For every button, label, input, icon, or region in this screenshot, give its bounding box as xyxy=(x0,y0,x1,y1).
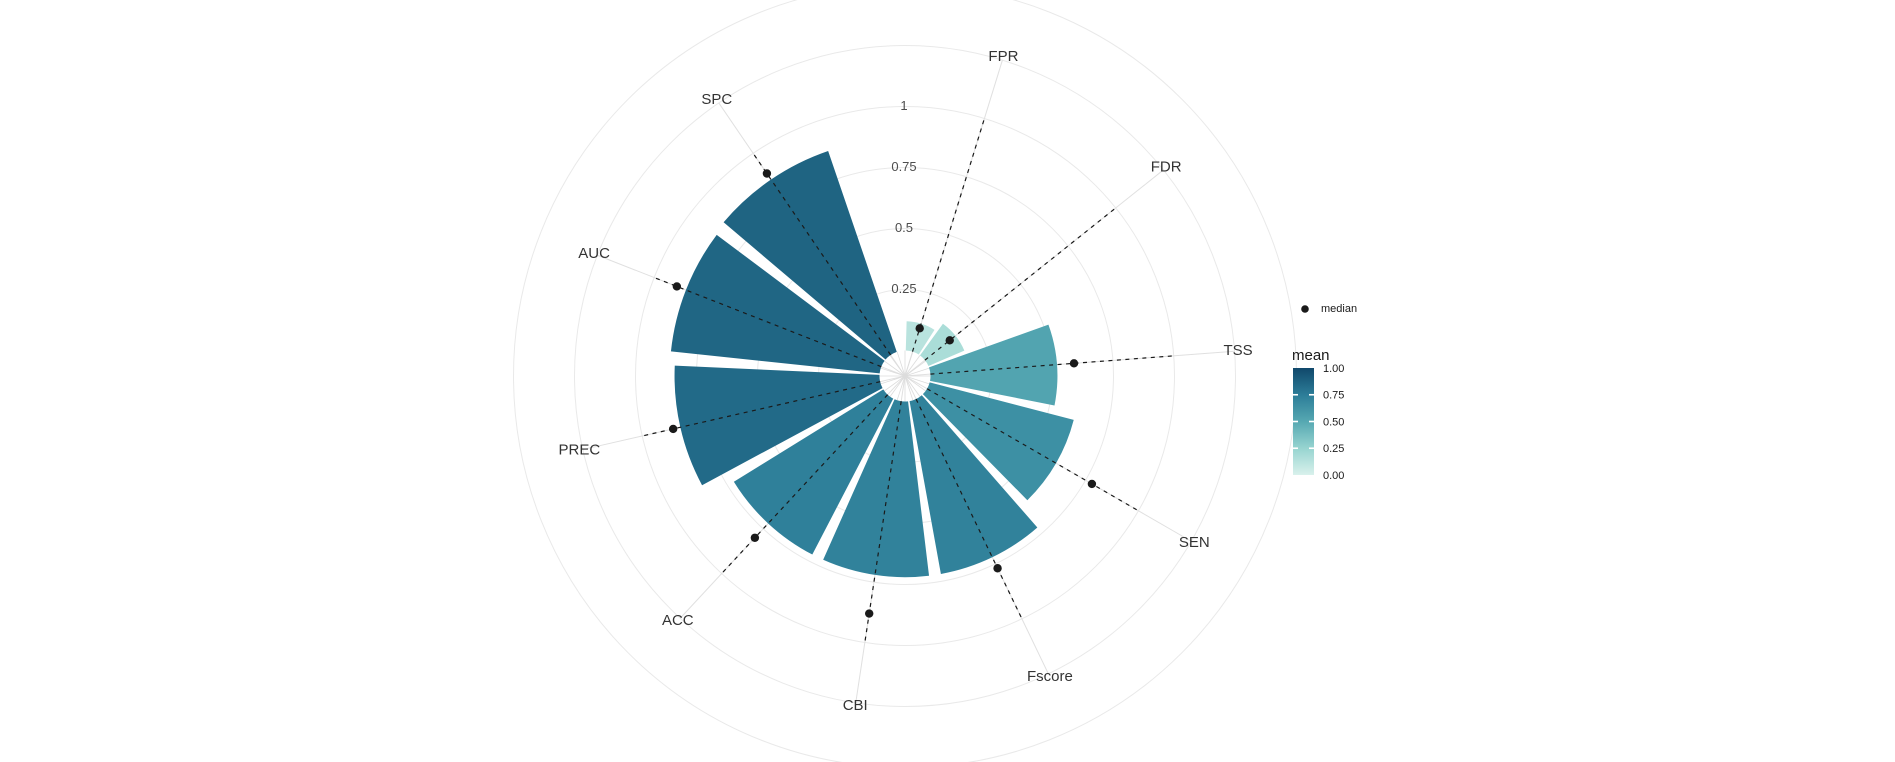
hole-spoke xyxy=(896,351,906,377)
hole-spoke xyxy=(904,375,926,392)
median-guide-line-Fscore xyxy=(915,398,1023,620)
category-label-TSS: TSS xyxy=(1223,342,1252,359)
median-dot-Fscore xyxy=(993,564,1002,573)
category-label-SEN: SEN xyxy=(1179,534,1210,551)
legend-median-label: median xyxy=(1321,303,1357,315)
bar-AUC xyxy=(670,234,885,374)
hole-spoke xyxy=(904,351,914,377)
legend-colorbar-label-0.75: 0.75 xyxy=(1323,390,1344,402)
legend-colorbar-tick xyxy=(1293,447,1298,450)
polar-grid-circle-1.25 xyxy=(574,45,1236,707)
hole-spoke xyxy=(904,375,921,397)
radial-tick-label-1: 1 xyxy=(900,98,907,113)
median-guide-line-AUC xyxy=(653,276,882,368)
median-dot-SEN xyxy=(1087,479,1097,489)
category-label-FPR: FPR xyxy=(988,48,1018,65)
category-label-SPC: SPC xyxy=(701,91,732,108)
median-guide-line-CBI xyxy=(864,401,902,643)
category-label-CBI: CBI xyxy=(843,697,868,714)
median-dot-FDR xyxy=(945,336,954,345)
hole-spoke xyxy=(880,367,906,377)
bar-ACC xyxy=(733,389,894,555)
bar-PREC xyxy=(674,365,883,486)
hole-spoke xyxy=(904,375,914,401)
category-label-ACC: ACC xyxy=(662,612,694,629)
hole-spoke xyxy=(889,375,906,397)
median-guide-line-SPC xyxy=(752,153,892,356)
median-dot-AUC xyxy=(672,282,682,291)
median-guide-line-TSS xyxy=(930,355,1174,375)
legend-colorbar-tick xyxy=(1309,393,1314,396)
hole-spoke xyxy=(904,360,926,377)
bar-SPC xyxy=(723,150,897,360)
hole-spoke xyxy=(884,360,906,377)
legend-colorbar-tick xyxy=(1293,420,1298,423)
hole-spoke xyxy=(896,375,906,401)
hole-spoke xyxy=(904,367,930,377)
bar-Fscore xyxy=(909,395,1038,574)
median-guide-line-PREC xyxy=(642,381,881,437)
hole-spoke xyxy=(880,375,906,385)
bar-FPR xyxy=(905,321,935,355)
median-guide-line-FDR xyxy=(924,207,1117,361)
bar-CBI xyxy=(823,399,930,578)
median-guide-line-ACC xyxy=(721,394,889,574)
median-dot-ACC xyxy=(750,533,760,542)
category-label-FDR: FDR xyxy=(1151,159,1182,176)
median-dot-FPR xyxy=(915,324,924,333)
category-label-PREC: PREC xyxy=(559,441,601,458)
legend-colorbar xyxy=(1293,368,1314,475)
radial-tick-label-0.5: 0.5 xyxy=(895,220,913,235)
radial-tick-label-0.25: 0.25 xyxy=(891,281,916,296)
median-dot-CBI xyxy=(865,609,874,618)
hole-spoke xyxy=(884,375,906,392)
median-guide-line-SEN xyxy=(926,388,1139,512)
legend-colorbar-label-0.50: 0.50 xyxy=(1323,416,1344,428)
category-label-AUC: AUC xyxy=(578,245,610,262)
legend-colorbar-tick xyxy=(1309,420,1314,423)
hole-spoke xyxy=(904,375,930,385)
radial-tick-label-0.75: 0.75 xyxy=(891,159,916,174)
median-dot-SPC xyxy=(762,169,772,178)
median-guide-line-FPR xyxy=(911,118,985,352)
legend-colorbar-label-0.25: 0.25 xyxy=(1323,443,1344,455)
category-label-Fscore: Fscore xyxy=(1027,668,1073,685)
hole-spoke xyxy=(889,355,906,377)
median-dot-TSS xyxy=(1069,359,1079,368)
legend-median-dot xyxy=(1301,305,1309,313)
median-dot-PREC xyxy=(668,424,678,434)
legend-mean-title: mean xyxy=(1292,347,1330,364)
legend-colorbar-label-0.00: 0.00 xyxy=(1323,470,1344,482)
hole-spoke xyxy=(904,355,921,377)
legend-colorbar-tick xyxy=(1293,393,1298,396)
polar-grid-circle-1 xyxy=(635,106,1175,646)
legend-colorbar-label-1.00: 1.00 xyxy=(1323,363,1344,375)
bar-SEN xyxy=(922,382,1074,501)
bar-FDR xyxy=(919,323,965,366)
bar-TSS xyxy=(929,324,1058,406)
legend-colorbar-tick xyxy=(1309,447,1314,450)
